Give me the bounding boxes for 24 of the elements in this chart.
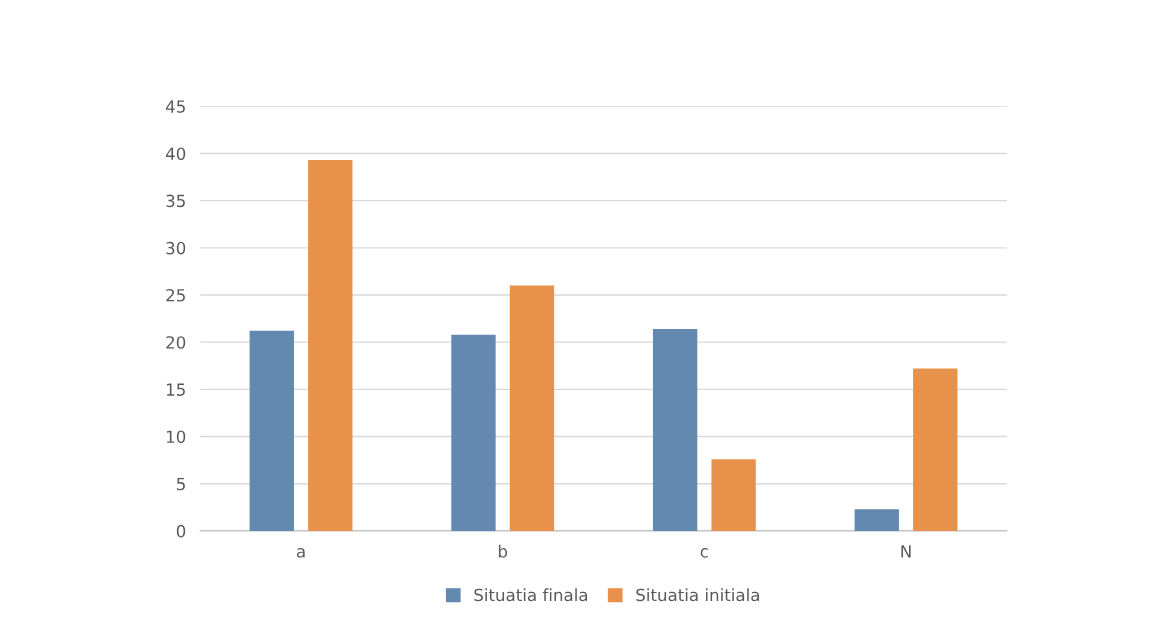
legend-label: Situatia finala: [474, 588, 588, 602]
bar: [854, 509, 899, 531]
bar: [652, 328, 698, 531]
y-tick-label: 45: [165, 100, 185, 113]
y-tick-label: 20: [166, 336, 186, 349]
y-tick-label: 5: [177, 477, 185, 491]
bar: [451, 334, 496, 531]
bar: [509, 285, 555, 531]
legend-label: Situatia initiala: [636, 588, 759, 602]
y-tick-label: 30: [166, 241, 186, 255]
bar: [308, 160, 353, 531]
y-tick-label: 10: [166, 430, 186, 444]
bar: [913, 368, 958, 531]
y-tick-label: 0: [176, 524, 186, 538]
x-tick-label: a: [296, 548, 305, 558]
x-tick-label: b: [498, 544, 508, 558]
bar: [711, 459, 756, 531]
y-tick-label: 40: [165, 147, 186, 161]
x-tick-label: N: [901, 545, 911, 558]
y-tick-label: 35: [166, 194, 185, 208]
y-tick-label: 15: [166, 383, 185, 396]
bar: [249, 330, 294, 531]
x-tick-label: c: [700, 548, 708, 558]
y-tick-label: 25: [166, 288, 185, 302]
